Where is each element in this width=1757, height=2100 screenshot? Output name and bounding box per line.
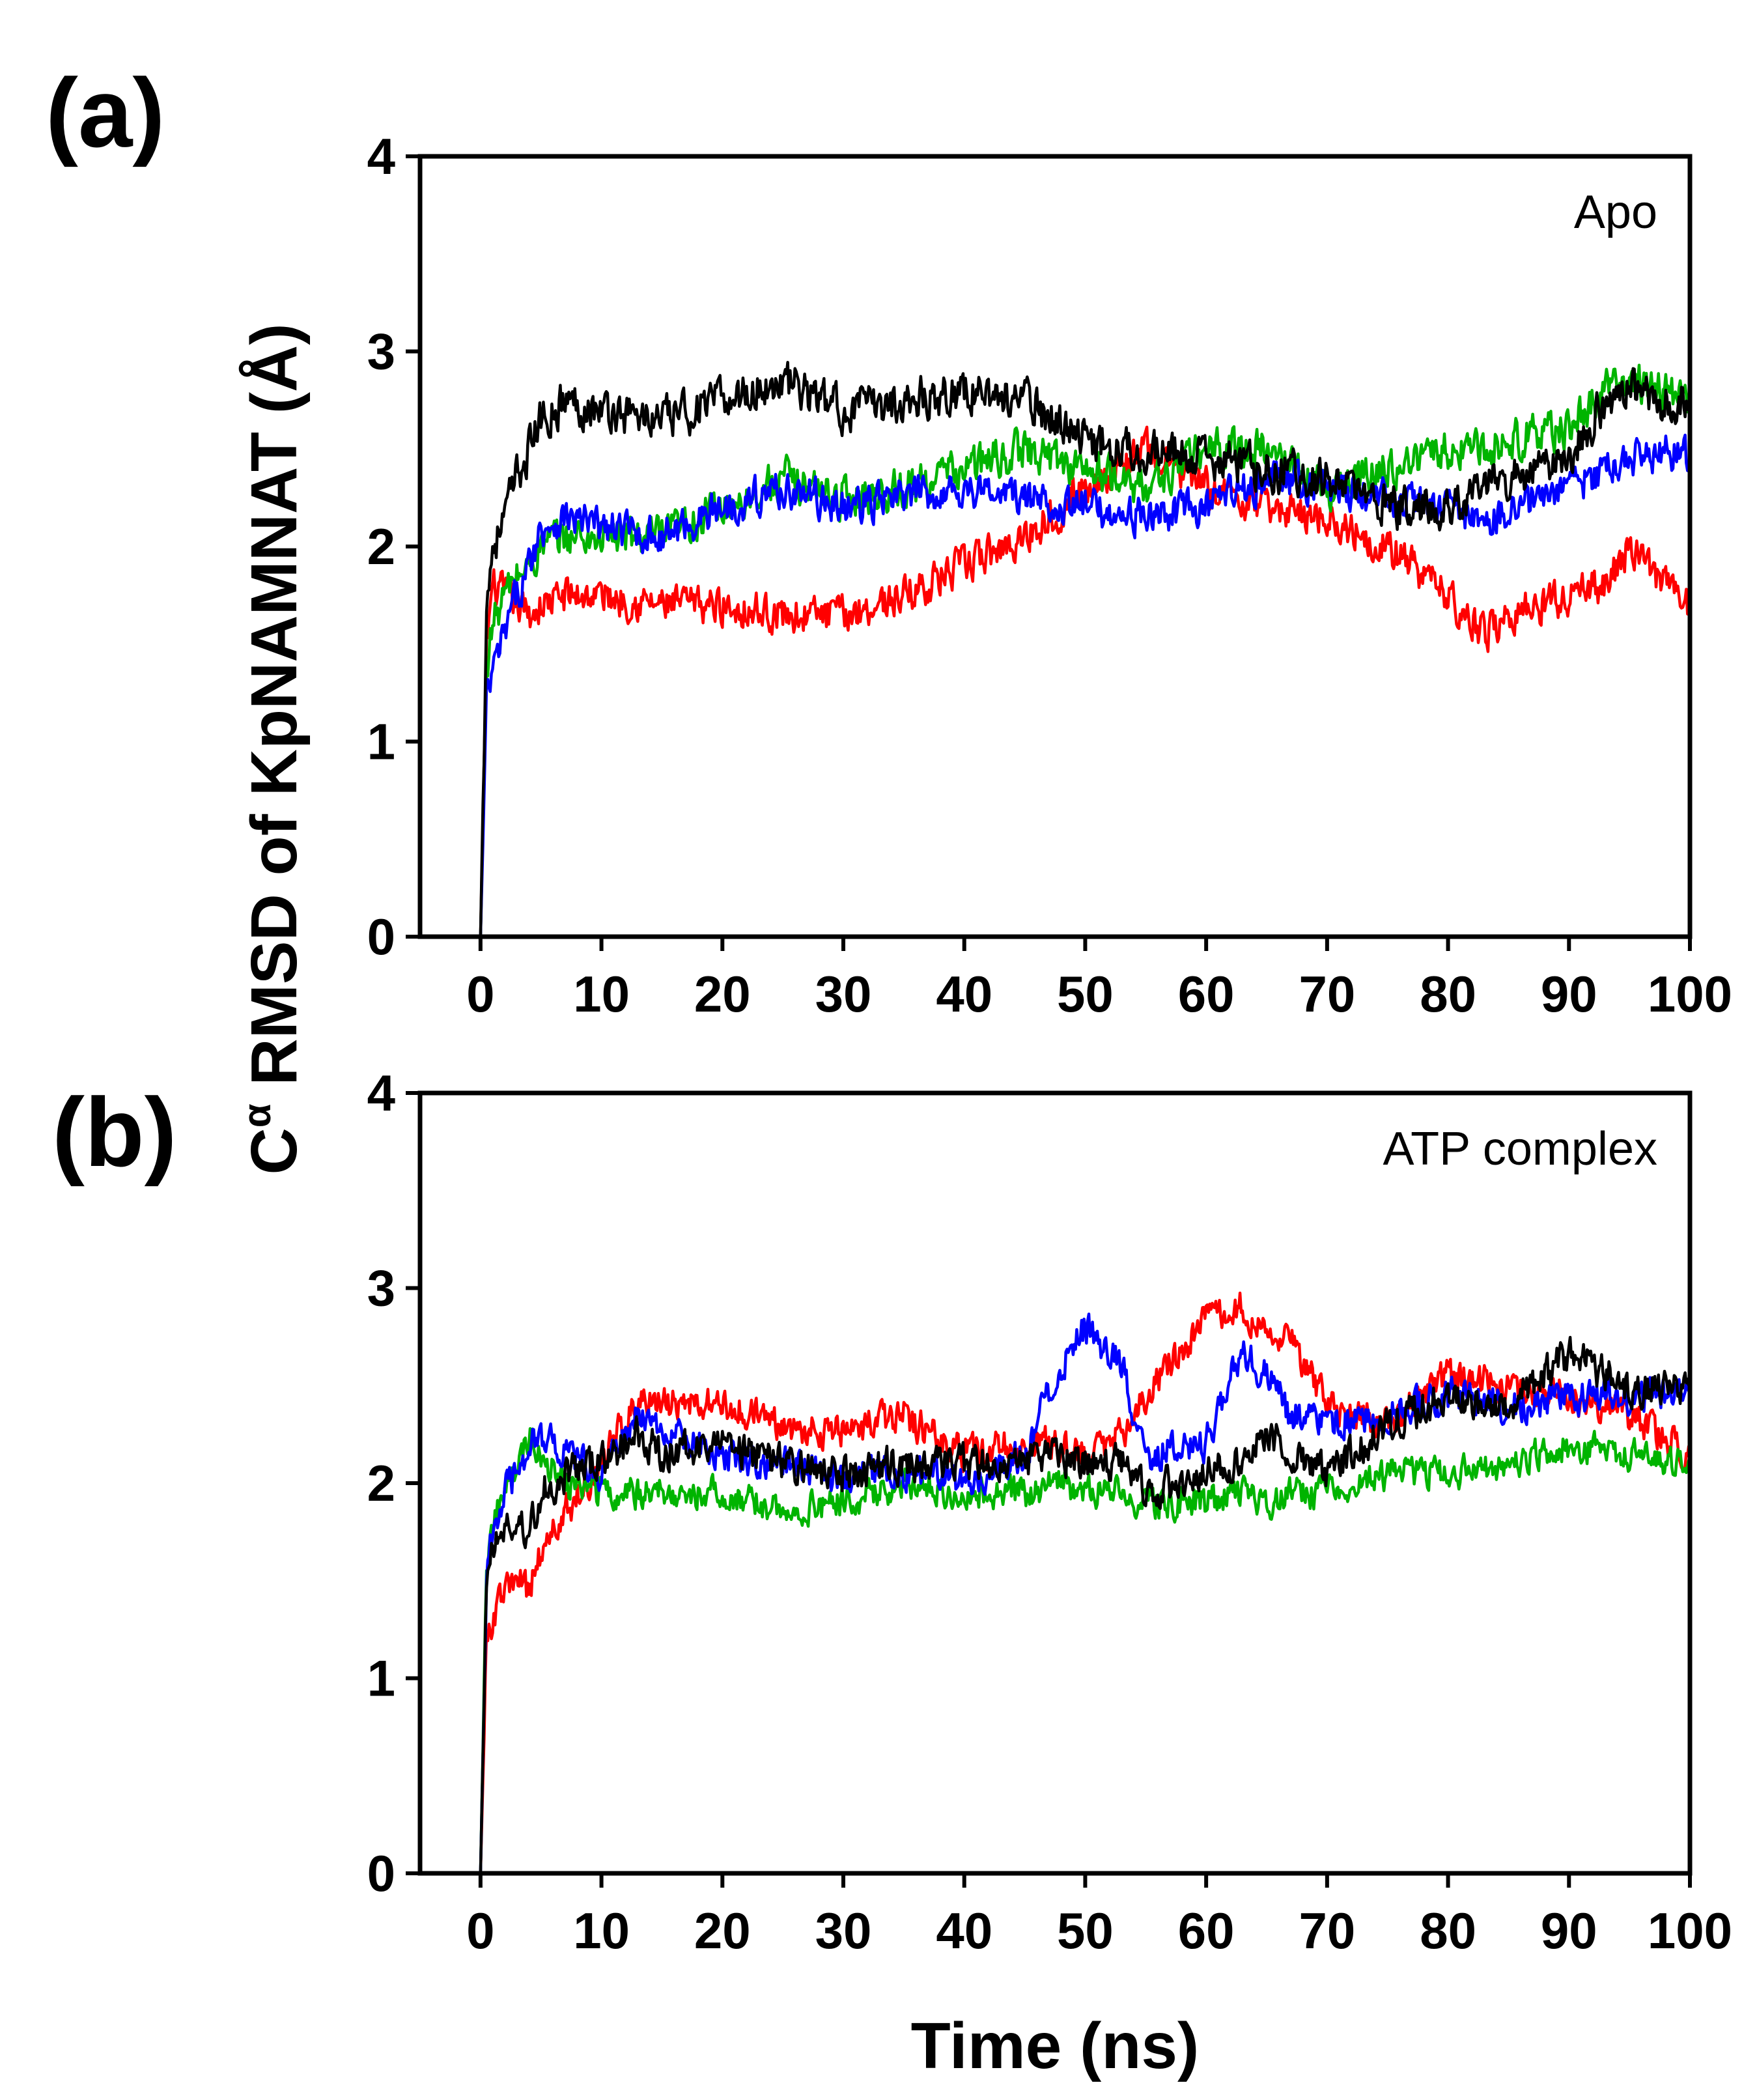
- y-axis-title-superscript: α: [235, 1103, 279, 1128]
- panel-a-x-ticks: 0 10 20 30 40 50 60 70 80 90 100: [466, 937, 1732, 1023]
- x-tick-label: 30: [815, 1902, 872, 1959]
- series-line-red: [479, 1291, 1691, 1874]
- y-tick-label: 2: [367, 518, 395, 575]
- panel-b-annotation: ATP complex: [1383, 1123, 1658, 1175]
- x-tick-label: 0: [466, 1902, 494, 1959]
- x-tick-label: 40: [936, 1902, 992, 1959]
- y-tick-label: 3: [367, 323, 395, 380]
- x-tick-label: 100: [1648, 1902, 1732, 1959]
- series-line-red: [479, 425, 1692, 937]
- series-line-green: [479, 1427, 1692, 1874]
- y-tick-label: 3: [367, 1260, 395, 1317]
- x-tick-label: 10: [573, 1902, 630, 1959]
- x-tick-label: 40: [936, 965, 992, 1023]
- x-tick-label: 30: [815, 965, 872, 1023]
- panel-a-frame: [417, 154, 1693, 939]
- x-tick-label: 80: [1420, 965, 1476, 1023]
- y-tick-label: 4: [367, 128, 395, 185]
- y-axis-title: Cα RMSD of KpNAMNAT (Å): [235, 323, 311, 1174]
- y-tick-label: 0: [367, 908, 395, 965]
- series-line-black: [479, 361, 1691, 937]
- y-axis-title-rest: RMSD of KpNAMNAT (Å): [238, 323, 311, 1103]
- panel-b-label: (b): [52, 1077, 177, 1187]
- x-tick-label: 100: [1648, 965, 1732, 1023]
- x-tick-label: 90: [1541, 1902, 1597, 1959]
- x-tick-label: 90: [1541, 965, 1597, 1023]
- panel-a-plot-area: [479, 361, 1692, 937]
- y-tick-label: 4: [367, 1064, 395, 1122]
- panel-b-frame: [417, 1090, 1693, 1876]
- panel-b-plot-area: [479, 1291, 1692, 1874]
- x-tick-label: 20: [694, 965, 751, 1023]
- y-tick-label: 2: [367, 1454, 395, 1512]
- panel-a-chart: (a) 0 1 2 3 4 0 10 20 30 40 50 60 70 80 90 100 Apo: [46, 58, 1732, 1023]
- series-line-black: [479, 1335, 1692, 1874]
- x-tick-label: 80: [1420, 1902, 1476, 1959]
- y-axis-title-base: C: [238, 1128, 311, 1174]
- x-tick-label: 50: [1057, 965, 1114, 1023]
- panel-b-x-ticks: 0 10 20 30 40 50 60 70 80 90 100: [466, 1873, 1732, 1959]
- panel-a-y-ticks: 0 1 2 3 4: [367, 128, 420, 965]
- panel-a-annotation: Apo: [1574, 186, 1657, 238]
- series-line-green: [479, 363, 1692, 937]
- y-tick-label: 0: [367, 1845, 395, 1902]
- x-tick-label: 70: [1299, 1902, 1355, 1959]
- x-tick-label: 70: [1299, 965, 1355, 1023]
- x-tick-label: 10: [573, 965, 630, 1023]
- y-tick-label: 1: [367, 713, 395, 771]
- x-tick-label: 60: [1178, 1902, 1235, 1959]
- x-tick-label: 20: [694, 1902, 751, 1959]
- panel-b-y-ticks: 0 1 2 3 4: [367, 1064, 420, 1902]
- panel-a-label: (a): [46, 58, 165, 167]
- x-axis-title: Time (ns): [911, 2009, 1200, 2082]
- y-tick-label: 1: [367, 1650, 395, 1707]
- x-tick-label: 50: [1057, 1902, 1114, 1959]
- series-line-blue: [479, 433, 1692, 937]
- panel-b-chart: (b) 0 1 2 3 4 0 10 20 30 40 50 60 70 80 90 100 ATP com…: [52, 1064, 1732, 1959]
- x-tick-label: 0: [466, 965, 494, 1023]
- x-tick-label: 60: [1178, 965, 1235, 1023]
